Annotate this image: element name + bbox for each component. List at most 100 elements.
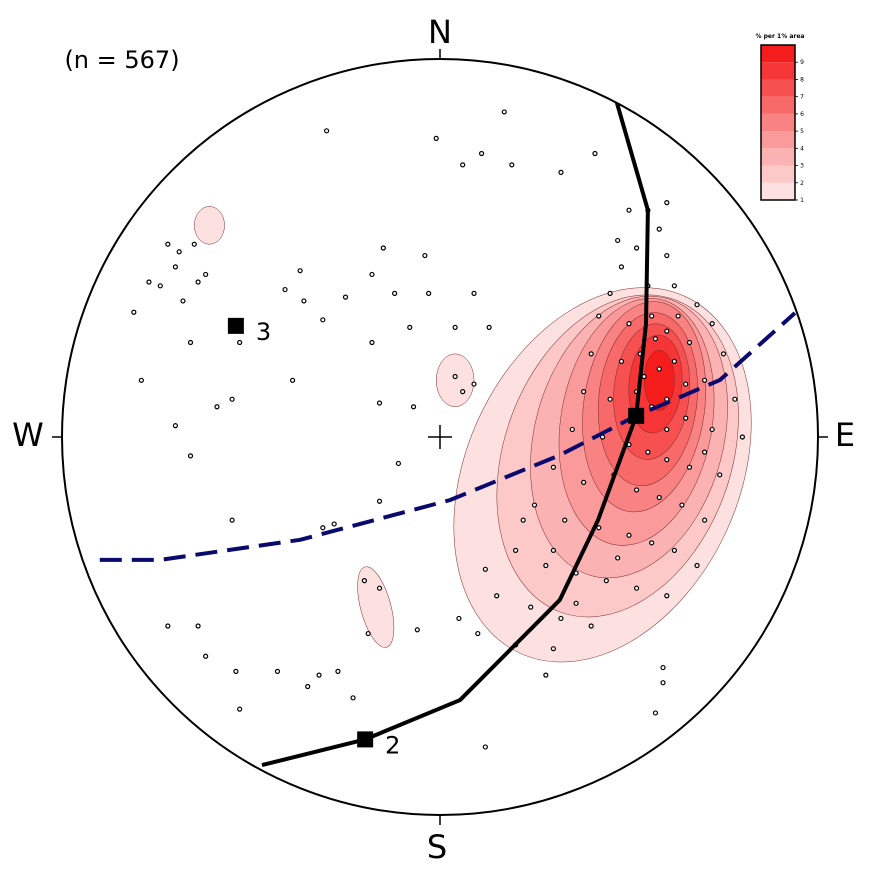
colorbar-tick-label: 9 [800, 59, 804, 66]
colorbar-band [761, 182, 795, 200]
colorbar-band [761, 131, 795, 149]
colorbar-tick-label: 4 [800, 145, 804, 152]
data-point [376, 400, 383, 406]
pole [357, 731, 374, 748]
net-content [99, 102, 797, 768]
data-point [528, 604, 534, 610]
data-point [301, 298, 307, 304]
south-label: S [427, 828, 447, 866]
data-point [274, 668, 281, 674]
density-contour [435, 353, 475, 408]
data-point [664, 457, 670, 463]
data-point [626, 321, 632, 327]
data-point [660, 664, 666, 671]
colorbar-tick-label: 3 [800, 163, 804, 170]
data-point [195, 279, 201, 285]
colorbar-band [761, 165, 795, 183]
pole-label: 2 [385, 731, 400, 759]
colorbar-band [761, 148, 795, 166]
data-point [645, 449, 651, 455]
data-point [342, 294, 349, 300]
data-point [569, 426, 575, 433]
data-point [633, 245, 640, 251]
data-point [237, 706, 243, 712]
data-point [664, 328, 670, 334]
data-point [550, 464, 557, 470]
data-point [203, 653, 209, 659]
data-point [146, 279, 152, 285]
data-point [701, 377, 708, 383]
data-point [369, 339, 375, 346]
data-point [683, 415, 689, 421]
data-point [460, 389, 466, 395]
data-point [709, 321, 715, 327]
data-point [581, 479, 587, 485]
pole-label: 3 [256, 318, 271, 346]
data-point [380, 245, 386, 251]
data-point [633, 487, 640, 493]
west-label: W [12, 416, 44, 454]
data-point [596, 313, 602, 319]
colorbar-tick-label: 6 [800, 111, 804, 118]
colorbar-tick-label: 1 [800, 197, 804, 204]
great-circle [261, 102, 650, 768]
data-point [641, 373, 647, 380]
colorbar-band [761, 113, 795, 132]
north-label: N [428, 13, 452, 51]
data-point [131, 309, 137, 315]
data-point [331, 521, 337, 527]
data-point [414, 627, 420, 633]
data-point [187, 339, 194, 346]
data-point [588, 623, 594, 629]
data-point [214, 404, 220, 410]
data-point [562, 517, 568, 523]
data-point [739, 434, 746, 440]
data-point [452, 324, 458, 330]
data-point [157, 283, 163, 289]
data-point [392, 290, 398, 296]
data-point [550, 547, 557, 554]
colorbar-tick-label: 2 [800, 180, 804, 187]
data-point [626, 532, 632, 538]
data-point [165, 623, 171, 629]
data-point [664, 200, 670, 206]
colorbar-tick-label: 8 [800, 76, 804, 83]
colorbar-band [761, 45, 795, 63]
data-point [573, 600, 579, 606]
data-point [460, 162, 466, 168]
data-point [652, 336, 659, 342]
colorbar-band [761, 96, 795, 114]
data-point [683, 381, 689, 387]
data-point [649, 540, 655, 546]
data-point [652, 710, 659, 716]
data-point [686, 339, 693, 346]
data-point [176, 249, 182, 255]
data-point [452, 373, 458, 380]
data-point [320, 317, 326, 323]
data-point [195, 623, 201, 629]
data-point [558, 169, 564, 175]
data-point [422, 252, 428, 259]
data-point [618, 358, 625, 364]
data-point [282, 286, 288, 293]
data-point [237, 339, 243, 346]
data-point [675, 313, 681, 319]
data-point [596, 525, 602, 531]
data-point [320, 525, 326, 531]
data-point [656, 226, 662, 232]
data-point [433, 135, 439, 141]
data-point [361, 578, 367, 584]
data-point [607, 290, 613, 296]
data-point [376, 498, 383, 504]
data-point [660, 680, 666, 686]
data-point [456, 615, 462, 622]
data-point [426, 290, 432, 296]
data-point [588, 351, 594, 357]
data-point [172, 264, 178, 270]
data-point [229, 396, 235, 402]
colorbar-title: % per 1% area [756, 33, 805, 40]
data-point [701, 449, 708, 455]
data-point [671, 358, 677, 364]
data-point [543, 672, 549, 678]
